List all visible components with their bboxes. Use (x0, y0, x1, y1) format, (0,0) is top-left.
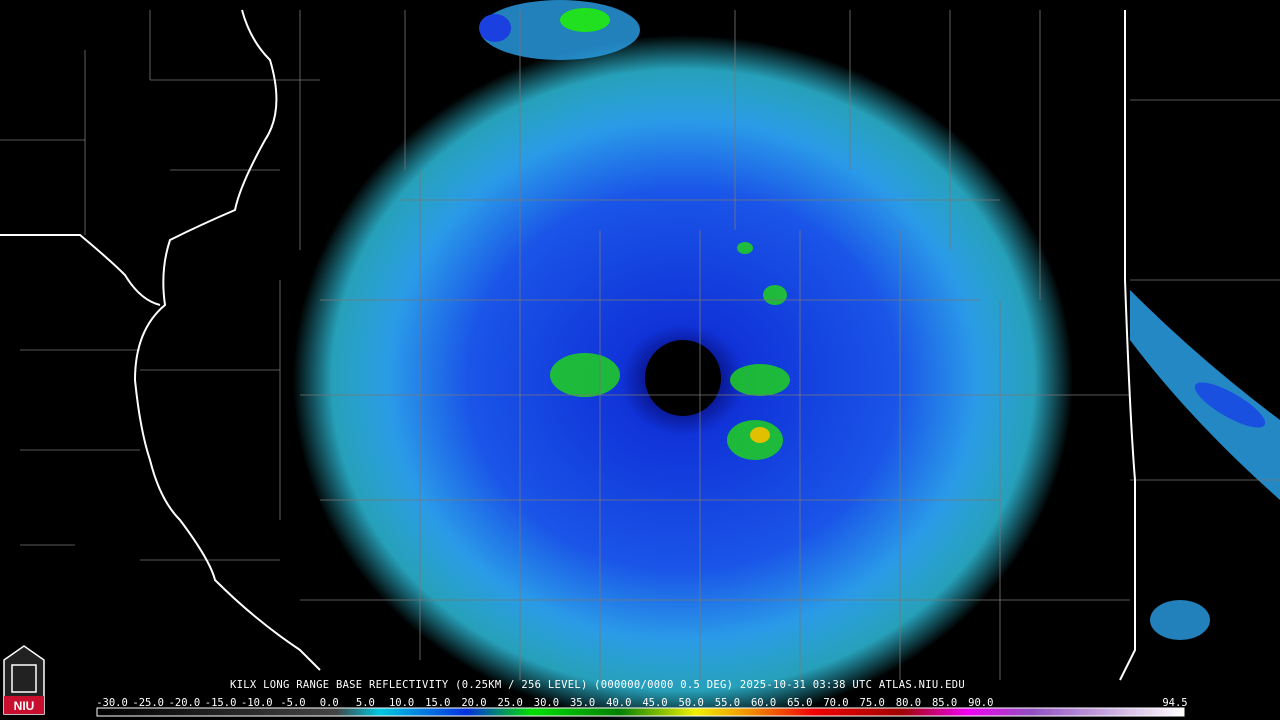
legend-label: 35.0 (570, 697, 595, 709)
legend-label: -20.0 (169, 697, 201, 709)
legend-label: -10.0 (241, 697, 273, 709)
echo-southeast (1150, 600, 1210, 640)
legend-label: 30.0 (534, 697, 559, 709)
legend-label: 10.0 (389, 697, 414, 709)
legend-label: 65.0 (787, 697, 812, 709)
county-lines (0, 10, 1280, 680)
legend-label: 15.0 (425, 697, 450, 709)
color-scale (96, 707, 1185, 717)
legend-label: 60.0 (751, 697, 776, 709)
echo-east-core (1194, 382, 1266, 428)
niu-logo: NIU (3, 645, 45, 715)
legend-labels: -30.0 -25.0 -20.0 -15.0 -10.0 -5.0 0.0 5.0 10.0 1… (96, 697, 1187, 709)
legend-label: 80.0 (896, 697, 921, 709)
legend-label: 50.0 (679, 697, 704, 709)
legend-label: -15.0 (205, 697, 237, 709)
legend-label: 5.0 (356, 697, 375, 709)
legend-label: 55.0 (715, 697, 740, 709)
legend-label: 20.0 (461, 697, 486, 709)
legend-label: 85.0 (932, 697, 957, 709)
caption: KILX LONG RANGE BASE REFLECTIVITY (0.25K… (230, 679, 965, 691)
legend-label: 0.0 (320, 697, 339, 709)
legend-label: 40.0 (606, 697, 631, 709)
legend-label: -30.0 (96, 697, 128, 709)
legend-label: 45.0 (642, 697, 667, 709)
echo-north-core (560, 8, 610, 32)
cone-of-silence (645, 340, 721, 416)
legend-label: 94.5 (1162, 697, 1187, 709)
legend-label: -25.0 (132, 697, 164, 709)
clutter-core (750, 427, 770, 443)
logo-text: NIU (14, 699, 35, 713)
echo-north-core (479, 14, 511, 42)
legend-label: 75.0 (860, 697, 885, 709)
legend-label: 70.0 (823, 697, 848, 709)
state-borders (0, 9, 1136, 681)
legend-label: 25.0 (498, 697, 523, 709)
legend-label: -5.0 (280, 697, 305, 709)
legend-label: 90.0 (968, 697, 993, 709)
